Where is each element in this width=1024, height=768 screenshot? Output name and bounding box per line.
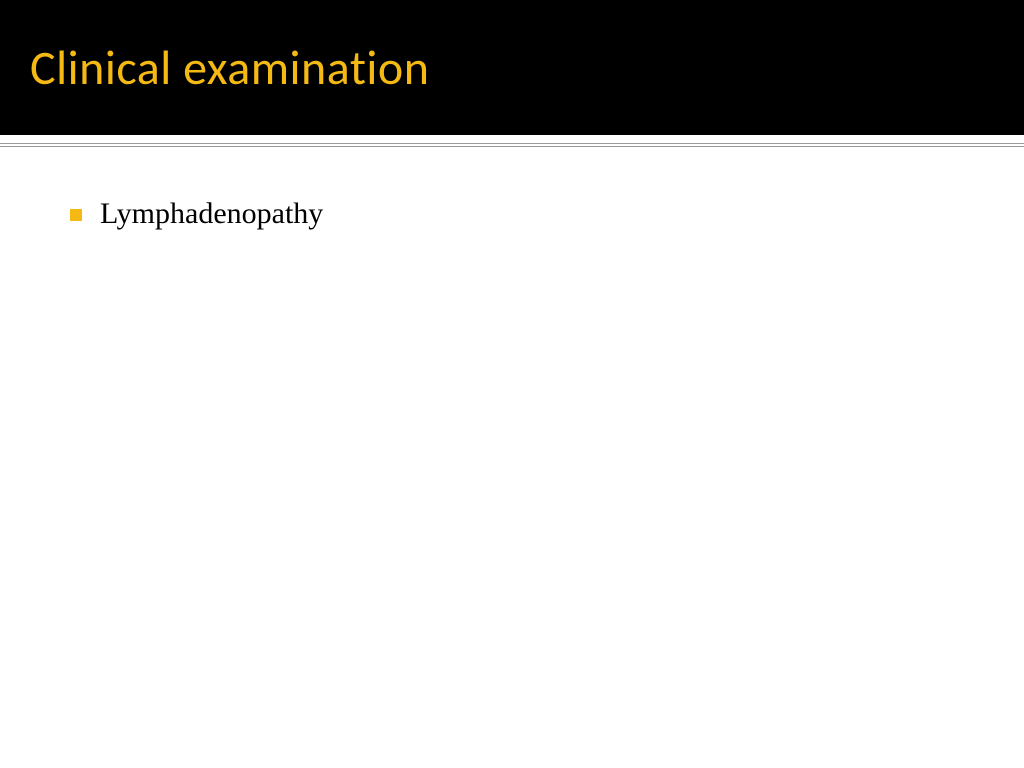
slide-header: Clinical examination [0,0,1024,135]
slide-title: Clinical examination [30,38,994,97]
bullet-marker-icon [70,209,82,221]
bullet-text: Lymphadenopathy [100,197,323,231]
slide-content: Lymphadenopathy [0,147,1024,768]
slide-container: Clinical examination Lymphadenopathy [0,0,1024,768]
bullet-item: Lymphadenopathy [70,197,954,231]
